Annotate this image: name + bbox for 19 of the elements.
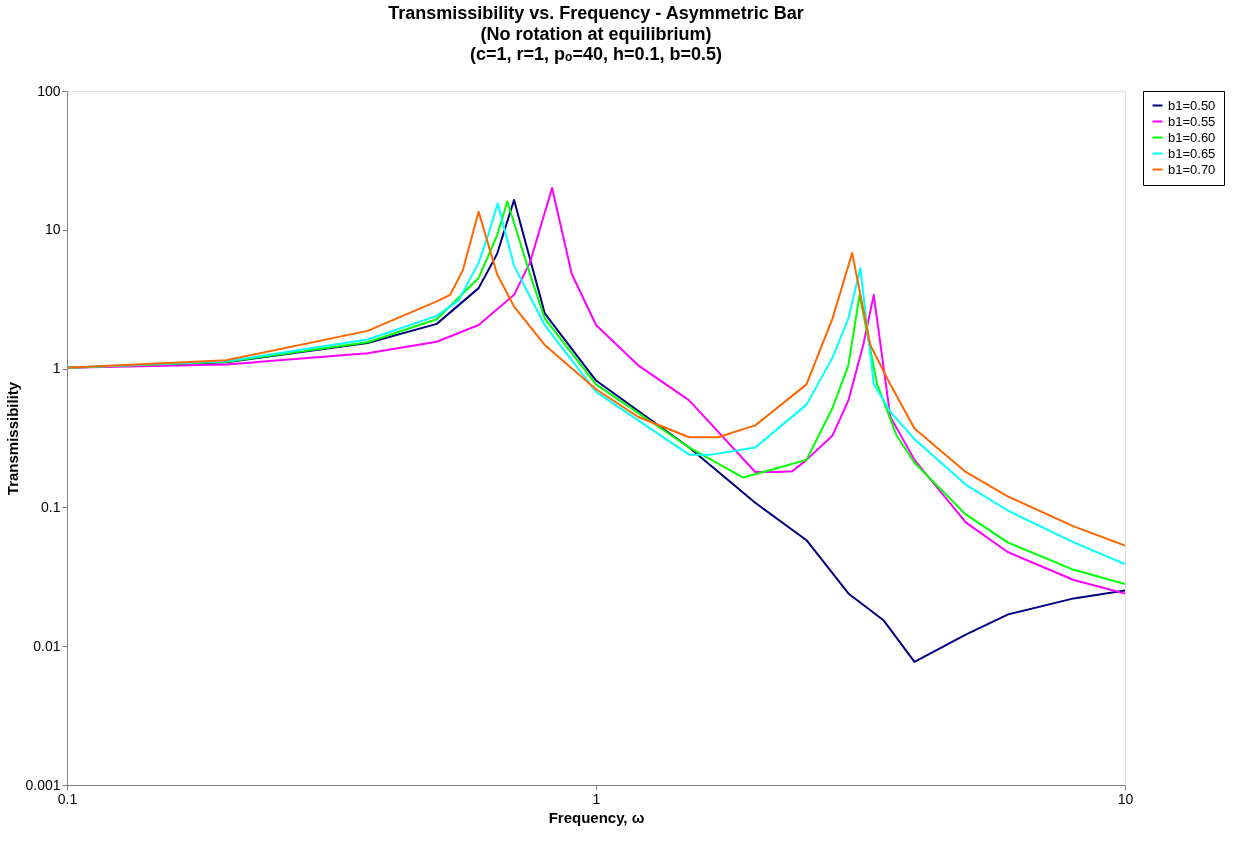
chart-title: Transmissibility vs. Frequency - Asymmetric Bar (388, 3, 804, 23)
y-tick-label: 1 (52, 360, 61, 377)
x-tick-label: 0.1 (57, 790, 78, 807)
x-tick-label: 1 (592, 790, 601, 807)
y-tick-label: 0.01 (33, 637, 61, 654)
y-tick-label: 100 (37, 82, 61, 99)
legend-label: b1=0.55 (1168, 113, 1216, 129)
x-tick-label: 10 (1117, 790, 1134, 807)
legend-label: b1=0.70 (1168, 161, 1216, 177)
y-tick-label: 0.1 (41, 498, 61, 515)
legend-label: b1=0.65 (1168, 145, 1216, 161)
y-axis-title: Transmissibility (4, 381, 22, 496)
y-tick-label: 10 (44, 221, 61, 238)
x-axis-title: Frequency, ω (548, 808, 645, 826)
y-tick-label: 0.001 (25, 776, 61, 793)
text: (No rotation at equilibrium) (480, 24, 712, 44)
text: (c=1, r=1, pₒ=40, h=0.1, b=0.5) (469, 44, 723, 64)
legend-label: b1=0.60 (1168, 129, 1216, 145)
legend-label: b1=0.50 (1168, 97, 1216, 113)
